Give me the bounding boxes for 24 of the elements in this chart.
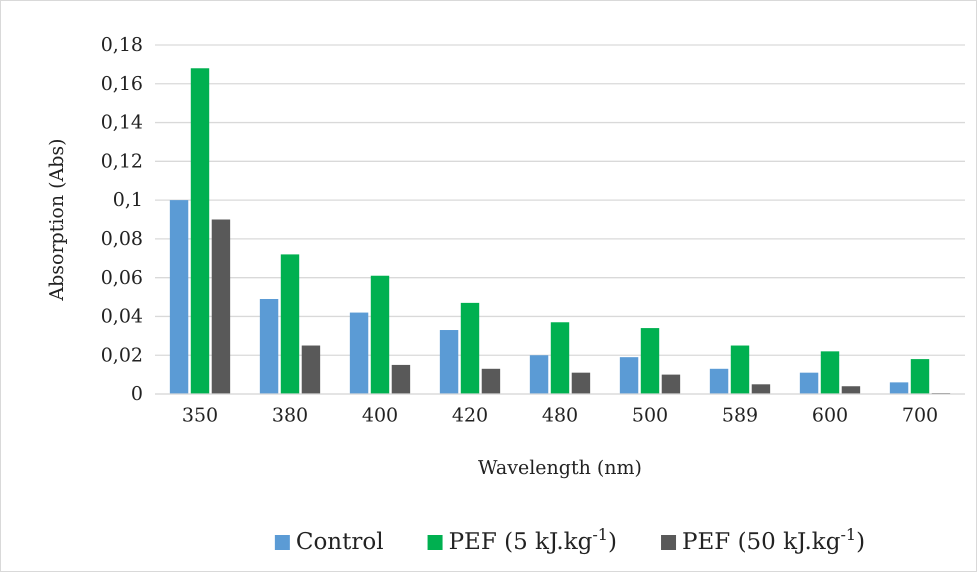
y-tick-label: 0,12 xyxy=(100,150,143,172)
x-tick-label: 400 xyxy=(362,404,398,426)
y-tick-label: 0,04 xyxy=(100,306,143,328)
y-tick-label: 0,16 xyxy=(100,72,143,95)
x-tick-label: 420 xyxy=(452,404,488,426)
x-tick-label: 700 xyxy=(902,404,938,426)
x-tick-label: 380 xyxy=(272,404,308,426)
x-tick-label: 600 xyxy=(812,404,848,426)
y-tick-label: 0,14 xyxy=(100,112,143,134)
y-tick-label: 0,1 xyxy=(112,189,143,212)
y-tick-label: 0,06 xyxy=(100,266,143,289)
y-axis-title: Absorption (Abs) xyxy=(46,138,68,302)
y-tick-label: 0 xyxy=(130,383,143,406)
x-tick-label: 589 xyxy=(722,404,758,426)
y-tick-label: 0,02 xyxy=(100,344,143,366)
x-tick-label: 480 xyxy=(542,404,578,426)
y-tick-label: 0,08 xyxy=(100,228,143,250)
legend-label: Control xyxy=(296,529,384,555)
legend-label: PEF (5 kJ.kg$^{-1}$) xyxy=(448,524,618,555)
y-tick-label: 0,18 xyxy=(100,34,143,56)
legend-label: PEF (50 kJ.kg$^{-1}$) xyxy=(682,524,866,555)
x-tick-label: 350 xyxy=(182,404,218,426)
x-tick-label: 500 xyxy=(632,404,668,426)
x-axis-title: Wavelength (nm) xyxy=(478,457,642,479)
